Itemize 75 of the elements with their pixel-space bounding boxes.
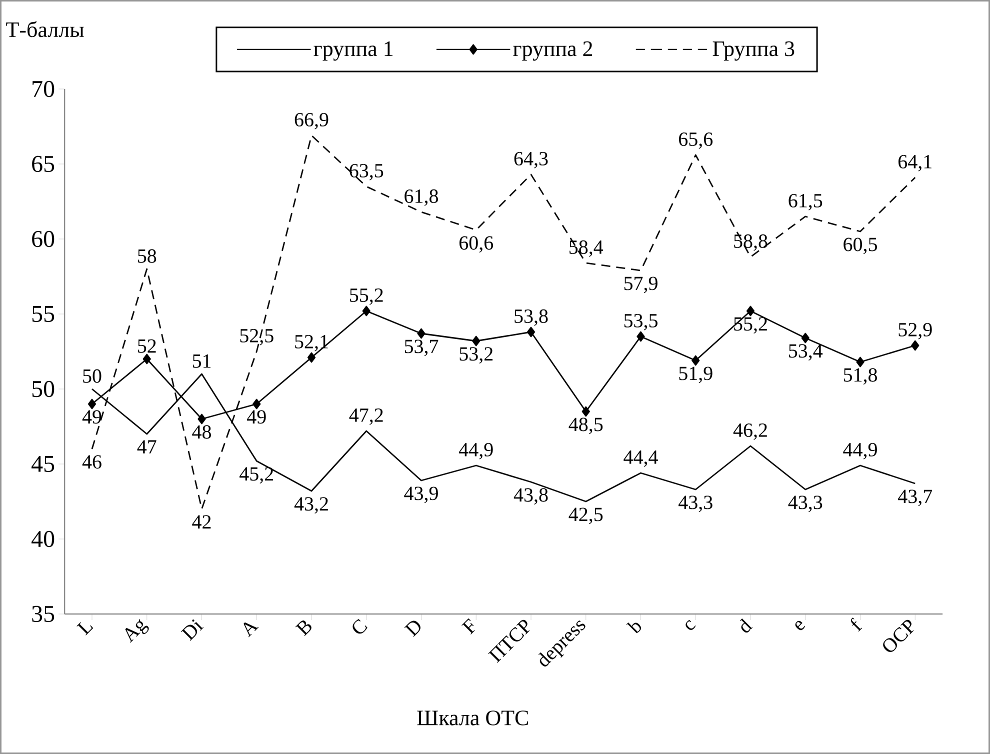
y-tick-label: 60 xyxy=(32,230,54,248)
data-label: 52,5 xyxy=(240,328,274,346)
data-label: 51 xyxy=(192,354,211,368)
data-label: 53,4 xyxy=(789,344,823,361)
data-label: 43,9 xyxy=(404,486,438,504)
data-label: 60,5 xyxy=(844,238,877,254)
y-tick-label: 55 xyxy=(32,306,54,322)
data-label: 43,7 xyxy=(898,490,932,506)
y-axis-title: Т-баллы xyxy=(6,21,84,38)
data-label: 44,4 xyxy=(624,450,658,467)
data-label: 64,3 xyxy=(514,152,548,168)
data-label: 58,4 xyxy=(570,240,604,257)
data-label: 45,2 xyxy=(240,467,274,484)
x-tick-label: ОСР xyxy=(883,620,914,652)
data-label: 60,6 xyxy=(459,236,494,253)
data-label: 44,9 xyxy=(843,442,877,460)
data-label: 57,9 xyxy=(624,276,658,294)
x-tick-label: Di xyxy=(180,620,204,641)
x-axis-title: Шкала ОТС xyxy=(417,710,528,726)
legend-label: группа 2 xyxy=(513,41,592,61)
data-label: 52,1 xyxy=(295,334,328,352)
data-label: 53,2 xyxy=(460,347,493,364)
data-label: 53,8 xyxy=(514,309,548,326)
y-tick-label: 35 xyxy=(32,606,54,622)
y-tick-label: 40 xyxy=(32,530,54,548)
data-label: 43,3 xyxy=(788,496,822,512)
x-tick-label: D xyxy=(404,620,420,637)
y-tick-label: 50 xyxy=(32,380,54,398)
data-label: 43,3 xyxy=(678,496,712,512)
data-label: 58 xyxy=(138,249,156,263)
data-label: 48 xyxy=(192,425,211,439)
data-label: 47,2 xyxy=(349,408,383,425)
y-tick-label: 70 xyxy=(32,80,54,98)
data-label: 55,2 xyxy=(734,317,767,334)
data-label: 48,5 xyxy=(568,418,603,434)
data-label: 43,2 xyxy=(294,497,328,514)
data-label: 46,2 xyxy=(733,423,767,440)
data-label: 44,9 xyxy=(459,442,493,460)
data-label: 53,5 xyxy=(624,314,658,330)
data-label: 61,8 xyxy=(404,189,438,206)
x-tick-label: b xyxy=(626,622,642,634)
data-label: 42,5 xyxy=(568,508,603,524)
x-tick-label: Ag xyxy=(125,619,149,643)
data-label: 66,9 xyxy=(294,112,328,130)
data-label: 51,9 xyxy=(679,366,712,384)
x-tick-label: A xyxy=(244,622,259,638)
data-label: 46 xyxy=(82,455,102,469)
data-label: 64,1 xyxy=(898,154,932,172)
data-label: 52,9 xyxy=(898,322,932,340)
x-tick-label: L xyxy=(76,622,94,636)
data-label: 49 xyxy=(247,410,266,424)
data-label: 43,8 xyxy=(514,488,548,505)
x-tick-label: f xyxy=(850,618,862,632)
data-label: 49 xyxy=(82,410,102,424)
y-tick-label: 45 xyxy=(32,456,54,472)
x-tick-label: F xyxy=(462,618,475,634)
data-label: 55,2 xyxy=(350,288,383,305)
x-tick-label: e xyxy=(795,620,806,630)
data-label: 42 xyxy=(192,515,211,528)
legend-label: группа 1 xyxy=(314,41,393,61)
data-label: 53,7 xyxy=(404,340,438,356)
x-tick-label: d xyxy=(740,618,753,633)
data-label: 51,8 xyxy=(844,368,877,385)
data-label: 61,5 xyxy=(788,194,822,210)
data-label: 63,5 xyxy=(350,164,384,180)
data-label: 52 xyxy=(138,339,156,353)
x-tick-label: B xyxy=(295,620,312,636)
data-label: 47 xyxy=(137,440,156,454)
x-tick-label: C xyxy=(352,619,368,634)
data-label: 58,8 xyxy=(734,234,768,251)
data-label: 50 xyxy=(83,369,102,383)
legend-label: Группа 3 xyxy=(712,41,794,61)
x-tick-label: c xyxy=(686,620,696,630)
data-label: 65,6 xyxy=(678,132,713,149)
y-tick-label: 65 xyxy=(32,156,54,172)
